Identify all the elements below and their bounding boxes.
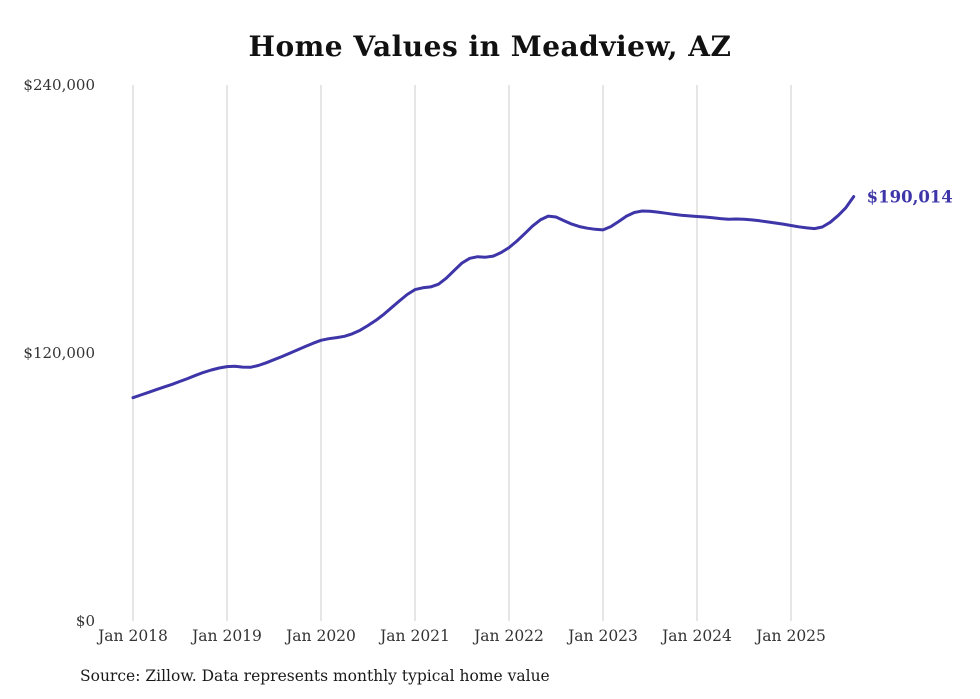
source-note: Source: Zillow. Data represents monthly …: [80, 667, 550, 685]
y-tick-label: $120,000: [23, 344, 95, 362]
x-tick-label: Jan 2020: [284, 627, 356, 645]
y-tick-label: $240,000: [23, 76, 95, 94]
x-tick-label: Jan 2022: [472, 627, 544, 645]
value-line: [131, 195, 856, 400]
x-tick-label: Jan 2021: [378, 627, 450, 645]
chart-title: Home Values in Meadview, AZ: [248, 30, 732, 63]
end-value-label: $190,014: [867, 188, 953, 207]
x-tick-label: Jan 2019: [190, 627, 262, 645]
x-tick-label: Jan 2024: [660, 627, 732, 645]
y-tick-label: $0: [76, 612, 95, 630]
x-tick-label: Jan 2018: [96, 627, 168, 645]
x-tick-label: Jan 2023: [566, 627, 638, 645]
x-tick-label: Jan 2025: [754, 627, 826, 645]
